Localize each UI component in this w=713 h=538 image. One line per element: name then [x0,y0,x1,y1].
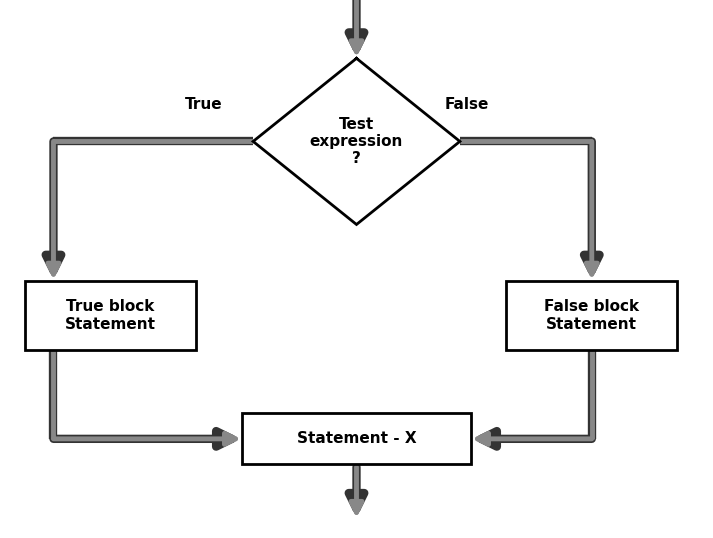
Text: False: False [445,97,489,112]
Text: False block
Statement: False block Statement [544,299,640,332]
FancyBboxPatch shape [25,281,196,350]
Text: True: True [185,97,222,112]
Text: True block
Statement: True block Statement [65,299,156,332]
FancyBboxPatch shape [506,281,677,350]
FancyBboxPatch shape [242,413,471,464]
Text: Statement - X: Statement - X [297,431,416,447]
Text: Test
expression
?: Test expression ? [310,117,403,166]
